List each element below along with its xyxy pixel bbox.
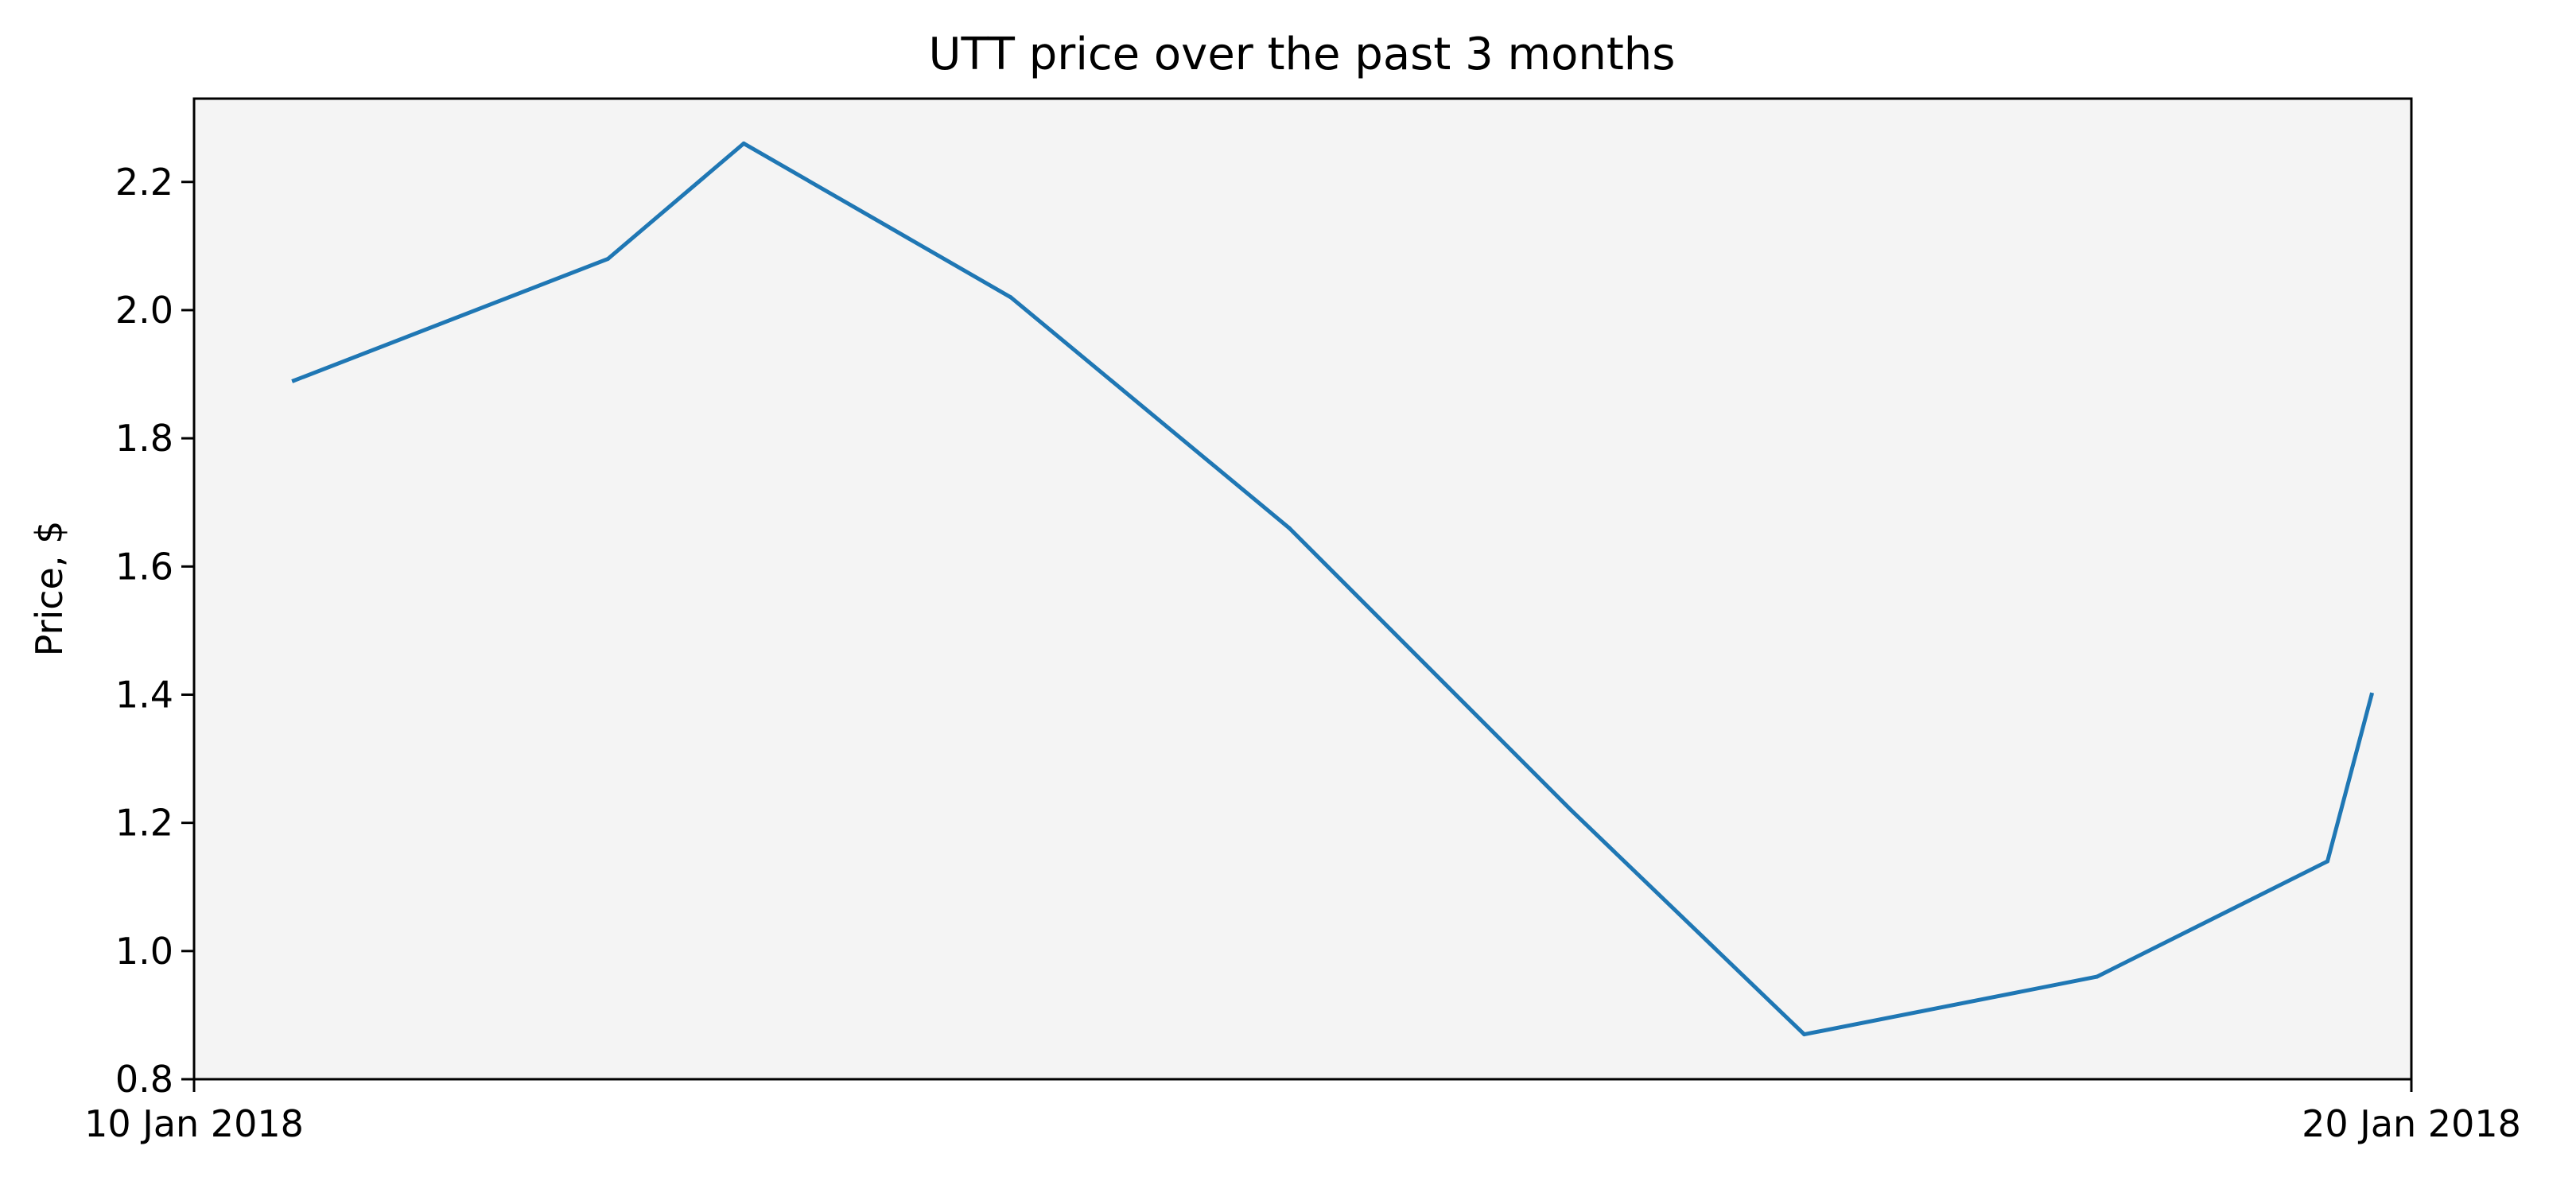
data-point [2369,693,2374,697]
data-point [1802,1032,1807,1037]
plot-frame [192,97,2413,1081]
data-point [1568,808,1573,812]
y-tick-label: 2.0 [115,289,173,332]
data-point [2325,859,2329,864]
y-tick-label: 0.8 [115,1058,173,1101]
data-point [741,141,746,146]
data-point [605,257,610,261]
plot-area [194,99,2411,1079]
series-line [291,141,2375,1037]
x-tick-label: 10 Jan 2018 [84,1102,304,1145]
x-axis-ticks: 10 Jan 2018 20 Jan 2018 [84,1079,2521,1145]
data-point [1287,526,1292,530]
x-tick-label: 20 Jan 2018 [2302,1102,2521,1145]
y-tick-label: 1.0 [115,930,173,973]
y-tick-label: 2.2 [115,161,173,204]
data-point [292,379,296,383]
chart-title: UTT price over the past 3 months [929,29,1676,80]
y-tick-label: 1.4 [115,673,173,716]
y-tick-label: 1.8 [115,417,173,460]
data-point [2095,974,2100,979]
y-tick-label: 1.6 [115,545,173,588]
y-axis-title: Price, $ [28,521,71,657]
y-tick-label: 1.2 [115,802,173,845]
y-axis-ticks: 0.8 1.0 1.2 1.4 1.6 1.8 2.0 2.2 [115,161,194,1101]
data-point [1008,295,1013,300]
series-layer [291,141,2375,1037]
